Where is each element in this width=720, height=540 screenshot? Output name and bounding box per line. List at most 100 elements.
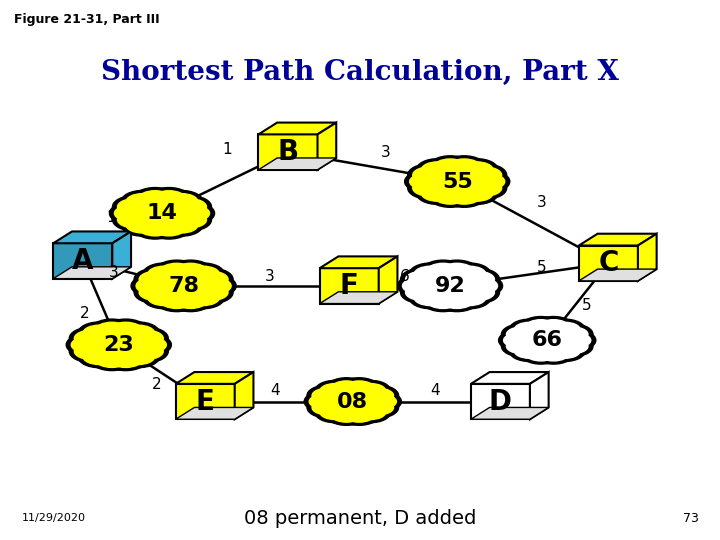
Ellipse shape	[467, 171, 510, 193]
Text: 5: 5	[582, 298, 592, 313]
Ellipse shape	[117, 322, 160, 344]
Ellipse shape	[176, 205, 210, 221]
Ellipse shape	[534, 343, 574, 364]
Ellipse shape	[553, 336, 593, 357]
Ellipse shape	[459, 275, 503, 297]
Ellipse shape	[405, 171, 448, 193]
Text: 2: 2	[152, 377, 162, 392]
Ellipse shape	[156, 289, 198, 312]
Ellipse shape	[134, 281, 177, 303]
Ellipse shape	[117, 212, 150, 228]
Ellipse shape	[410, 174, 443, 190]
Ellipse shape	[506, 327, 536, 342]
Ellipse shape	[74, 330, 107, 346]
Ellipse shape	[136, 278, 169, 294]
Ellipse shape	[414, 161, 500, 202]
Ellipse shape	[514, 322, 544, 337]
Ellipse shape	[71, 337, 104, 353]
Ellipse shape	[153, 191, 185, 207]
Ellipse shape	[134, 268, 177, 291]
Ellipse shape	[315, 402, 355, 423]
Ellipse shape	[521, 343, 561, 364]
Ellipse shape	[148, 266, 181, 282]
Ellipse shape	[148, 187, 190, 210]
Ellipse shape	[130, 343, 163, 359]
Ellipse shape	[455, 182, 498, 205]
Ellipse shape	[171, 202, 215, 225]
Text: A: A	[72, 247, 94, 275]
Ellipse shape	[143, 263, 186, 285]
Ellipse shape	[429, 156, 472, 178]
Ellipse shape	[356, 405, 386, 420]
Ellipse shape	[539, 320, 569, 334]
Polygon shape	[53, 232, 131, 243]
Ellipse shape	[112, 209, 156, 231]
Ellipse shape	[91, 319, 133, 341]
Ellipse shape	[96, 322, 128, 338]
Text: 3: 3	[536, 195, 546, 211]
Ellipse shape	[139, 191, 171, 207]
Ellipse shape	[125, 327, 168, 349]
Text: 4: 4	[270, 383, 280, 397]
Polygon shape	[530, 372, 549, 419]
Ellipse shape	[421, 185, 454, 201]
Text: B: B	[277, 138, 299, 166]
Text: 3: 3	[380, 145, 390, 160]
Ellipse shape	[539, 347, 569, 361]
Polygon shape	[235, 372, 253, 419]
Text: 11/29/2020: 11/29/2020	[22, 514, 86, 523]
Ellipse shape	[501, 336, 541, 357]
Ellipse shape	[436, 289, 478, 312]
Polygon shape	[112, 232, 131, 279]
Polygon shape	[258, 134, 318, 170]
Ellipse shape	[422, 260, 464, 282]
Ellipse shape	[71, 321, 167, 369]
Ellipse shape	[469, 167, 502, 183]
Ellipse shape	[307, 385, 347, 406]
Ellipse shape	[140, 265, 227, 307]
Polygon shape	[176, 372, 253, 384]
Ellipse shape	[143, 287, 186, 309]
Text: E: E	[196, 388, 215, 416]
Ellipse shape	[69, 340, 112, 362]
Ellipse shape	[436, 260, 478, 282]
Ellipse shape	[441, 264, 473, 279]
Ellipse shape	[413, 180, 446, 196]
Ellipse shape	[181, 263, 225, 285]
Ellipse shape	[416, 159, 459, 181]
Ellipse shape	[364, 400, 394, 415]
Ellipse shape	[351, 380, 391, 401]
Ellipse shape	[509, 341, 549, 361]
Polygon shape	[258, 123, 336, 134]
Polygon shape	[53, 267, 131, 279]
Ellipse shape	[462, 272, 495, 287]
Ellipse shape	[104, 348, 147, 370]
Ellipse shape	[506, 339, 536, 354]
Ellipse shape	[441, 293, 473, 308]
Polygon shape	[176, 408, 253, 419]
Ellipse shape	[174, 199, 207, 215]
Ellipse shape	[501, 324, 541, 345]
Ellipse shape	[526, 320, 556, 334]
Polygon shape	[320, 268, 379, 303]
Ellipse shape	[400, 268, 444, 291]
Ellipse shape	[434, 188, 467, 204]
Ellipse shape	[313, 382, 392, 421]
Ellipse shape	[161, 264, 193, 279]
Ellipse shape	[421, 162, 454, 178]
Text: 1: 1	[107, 211, 117, 225]
Ellipse shape	[422, 289, 464, 312]
Ellipse shape	[83, 325, 116, 341]
Ellipse shape	[186, 266, 220, 282]
Ellipse shape	[148, 217, 190, 239]
Ellipse shape	[109, 352, 142, 367]
Text: 92: 92	[435, 276, 465, 296]
Ellipse shape	[186, 289, 220, 306]
Ellipse shape	[464, 177, 507, 199]
Ellipse shape	[69, 327, 112, 349]
Ellipse shape	[407, 265, 493, 307]
Ellipse shape	[356, 383, 386, 398]
Text: 4: 4	[430, 383, 440, 397]
Ellipse shape	[156, 260, 198, 282]
Ellipse shape	[126, 194, 159, 210]
